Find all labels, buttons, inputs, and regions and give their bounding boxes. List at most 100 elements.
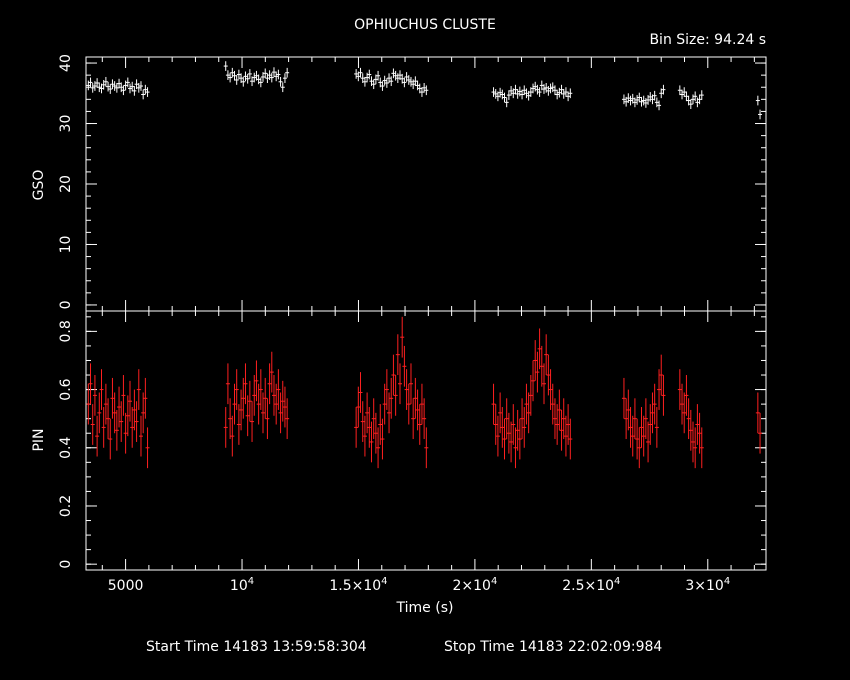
pin-data-point xyxy=(141,392,146,434)
gso-data-point xyxy=(108,84,113,94)
pin-y-tick-label: 0.8 xyxy=(58,320,74,342)
gso-data-point xyxy=(624,96,629,107)
pin-data-point xyxy=(504,398,509,440)
gso-data-point xyxy=(404,72,409,82)
pin-data-point xyxy=(520,398,525,440)
pin-data-point xyxy=(402,345,407,387)
pin-data-point xyxy=(145,427,150,469)
x-tick-label: 2.5×104 xyxy=(562,576,620,594)
x-tick-label: 104 xyxy=(230,576,254,594)
gso-data-point xyxy=(265,73,270,84)
gso-data-point xyxy=(239,73,244,84)
pin-data-point xyxy=(376,427,381,469)
gso-data-point xyxy=(236,69,241,80)
gso-data-point xyxy=(285,67,290,78)
gso-data-point xyxy=(491,87,496,97)
pin-data-point xyxy=(517,418,522,460)
pin-data-point xyxy=(258,369,263,410)
pin-data-point xyxy=(362,415,367,457)
gso-data-point xyxy=(495,91,500,102)
pin-data-point xyxy=(106,398,111,440)
gso-data-point xyxy=(106,81,111,92)
gso-data-point xyxy=(758,109,763,120)
chart-title: OPHIUCHUS CLUSTE xyxy=(354,17,496,33)
gso-data-point xyxy=(513,84,518,95)
pin-data-point xyxy=(285,398,290,440)
gso-data-point xyxy=(639,96,644,107)
pin-data-point xyxy=(506,412,511,454)
gso-data-point xyxy=(252,72,257,83)
pin-data-point xyxy=(697,412,702,454)
pin-data-point xyxy=(117,386,122,428)
gso-data-point xyxy=(138,81,143,91)
pin-data-point xyxy=(682,392,687,434)
gso-data-point xyxy=(378,77,383,88)
pin-data-point xyxy=(533,340,538,381)
gso-data-point xyxy=(263,68,268,79)
pin-data-point xyxy=(661,375,666,416)
pin-data-point xyxy=(265,398,270,440)
pin-data-point xyxy=(373,412,378,454)
gso-data-point xyxy=(498,87,503,98)
pin-data-point xyxy=(276,369,281,410)
pin-data-point xyxy=(97,392,102,434)
pin-axis-label: PIN xyxy=(31,428,47,451)
pin-data-point xyxy=(378,404,383,445)
gso-data-point xyxy=(360,73,365,84)
pin-data-point xyxy=(404,369,409,410)
gso-data-point xyxy=(643,98,648,108)
pin-data-point xyxy=(234,369,239,410)
pin-data-point xyxy=(358,372,363,413)
gso-y-tick-label: 20 xyxy=(58,175,74,193)
gso-data-point xyxy=(561,89,566,99)
gso-data-point xyxy=(533,81,538,92)
gso-data-point xyxy=(650,94,655,105)
gso-data-point xyxy=(365,72,370,83)
pin-data-point xyxy=(95,415,100,457)
gso-data-point xyxy=(526,90,531,101)
pin-data-point xyxy=(136,369,141,410)
gso-data-point xyxy=(520,89,525,100)
gso-data-point xyxy=(493,89,498,99)
gso-data-point xyxy=(537,87,542,97)
pin-data-point xyxy=(99,369,104,410)
gso-data-point xyxy=(356,71,361,82)
gso-data-point xyxy=(276,69,281,80)
gso-data-point xyxy=(130,81,135,92)
pin-data-point xyxy=(354,407,359,448)
gso-data-point xyxy=(367,69,372,80)
pin-data-point xyxy=(568,418,573,460)
pin-data-point xyxy=(121,375,126,416)
x-tick-label: 3×104 xyxy=(685,576,730,594)
pin-data-point xyxy=(86,383,91,425)
pin-y-tick-label: 0.6 xyxy=(58,378,74,400)
gso-data-point xyxy=(393,70,398,81)
gso-data-point xyxy=(417,83,422,94)
pin-data-point xyxy=(524,383,529,425)
gso-data-point xyxy=(630,93,635,104)
pin-data-point xyxy=(245,395,250,437)
gso-data-point xyxy=(232,70,237,81)
gso-data-point xyxy=(398,70,403,80)
gso-data-point xyxy=(552,85,557,96)
pin-data-point xyxy=(650,392,655,434)
gso-data-point xyxy=(506,90,511,100)
pin-data-point xyxy=(282,386,287,428)
gso-data-point xyxy=(641,95,646,106)
gso-data-point xyxy=(509,86,514,96)
gso-data-point xyxy=(690,94,695,105)
gso-data-point xyxy=(271,67,276,77)
gso-data-point xyxy=(112,81,117,91)
bin-size-label: Bin Size: 94.24 s xyxy=(649,32,766,48)
gso-data-point xyxy=(563,87,568,97)
pin-data-point xyxy=(699,427,704,469)
gso-data-point xyxy=(661,84,666,95)
gso-data-point xyxy=(267,70,272,80)
pin-data-point xyxy=(391,354,396,396)
gso-data-point xyxy=(500,89,505,100)
gso-data-point xyxy=(402,77,407,88)
pin-data-point xyxy=(515,409,520,451)
pin-data-point xyxy=(535,351,540,393)
pin-data-point xyxy=(110,377,115,419)
gso-data-point xyxy=(755,95,760,106)
